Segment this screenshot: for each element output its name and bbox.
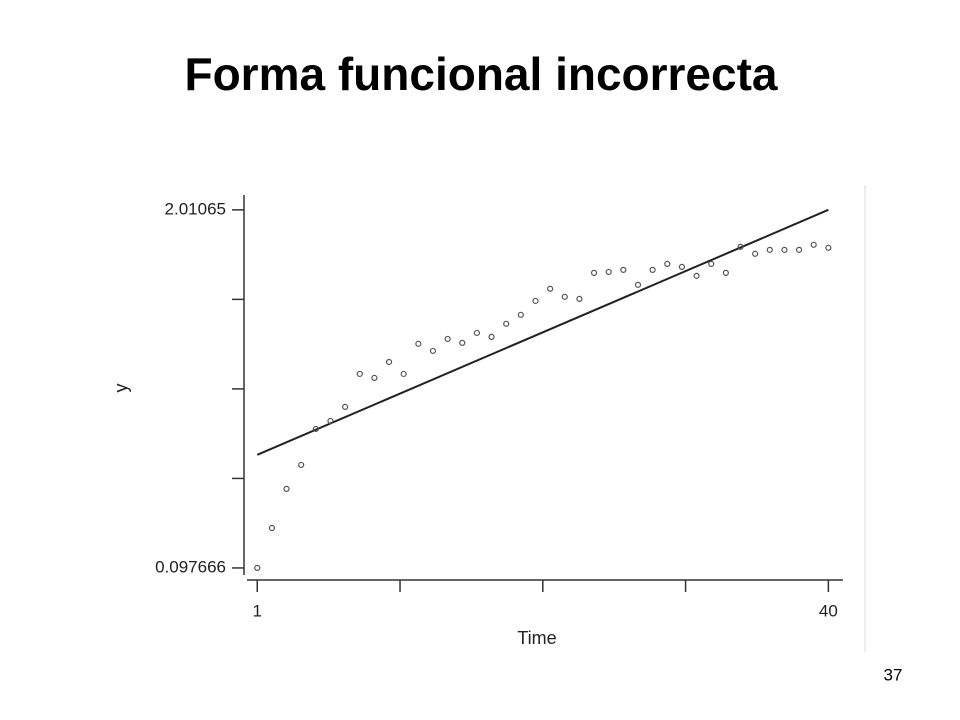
data-point [488, 333, 495, 340]
data-point [664, 260, 671, 267]
slide-title: Forma funcional incorrecta [184, 48, 777, 100]
data-point [327, 417, 334, 425]
data-point [385, 358, 393, 366]
data-point [254, 564, 261, 571]
data-point [547, 285, 554, 292]
y-tick-label: 2.01065 [165, 199, 226, 218]
data-point [634, 281, 642, 288]
data-point [444, 335, 451, 343]
data-point [429, 347, 437, 355]
data-point [503, 320, 510, 327]
data-point [312, 425, 319, 433]
data-point [342, 403, 349, 411]
x-axis-label: Time [517, 628, 556, 648]
data-point [708, 260, 715, 267]
data-point [825, 244, 832, 251]
data-point [590, 269, 598, 276]
data-point [459, 339, 466, 346]
data-point [268, 524, 275, 532]
data-point [781, 246, 788, 253]
x-tick-label: 1 [253, 601, 262, 620]
data-point [517, 311, 524, 318]
y-tick-label: 0.097666 [155, 557, 226, 576]
data-point [283, 485, 290, 492]
data-point [298, 461, 305, 469]
data-point [810, 241, 817, 248]
data-point [620, 266, 627, 273]
data-point [605, 268, 612, 276]
data-point [752, 250, 759, 257]
data-point [473, 329, 481, 337]
data-point [649, 266, 656, 273]
data-point [561, 293, 568, 300]
data-point [371, 374, 378, 381]
data-point [795, 246, 803, 253]
y-axis-label: y [111, 384, 131, 393]
page-number: 37 [884, 665, 903, 684]
x-tick-label: 40 [819, 601, 838, 620]
data-point [356, 370, 363, 378]
data-point [766, 246, 773, 253]
fit-line [256, 208, 829, 456]
data-point [737, 243, 744, 250]
data-point [532, 297, 539, 305]
data-point [678, 263, 686, 270]
data-point [400, 370, 407, 378]
data-point [576, 295, 583, 302]
data-point [693, 272, 700, 279]
data-point [722, 269, 729, 276]
data-point [415, 340, 422, 347]
